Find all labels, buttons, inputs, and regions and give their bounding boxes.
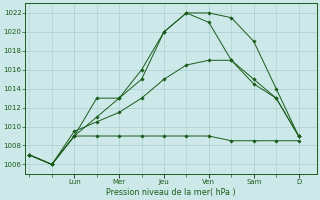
X-axis label: Pression niveau de la mer( hPa ): Pression niveau de la mer( hPa ) bbox=[106, 188, 236, 197]
